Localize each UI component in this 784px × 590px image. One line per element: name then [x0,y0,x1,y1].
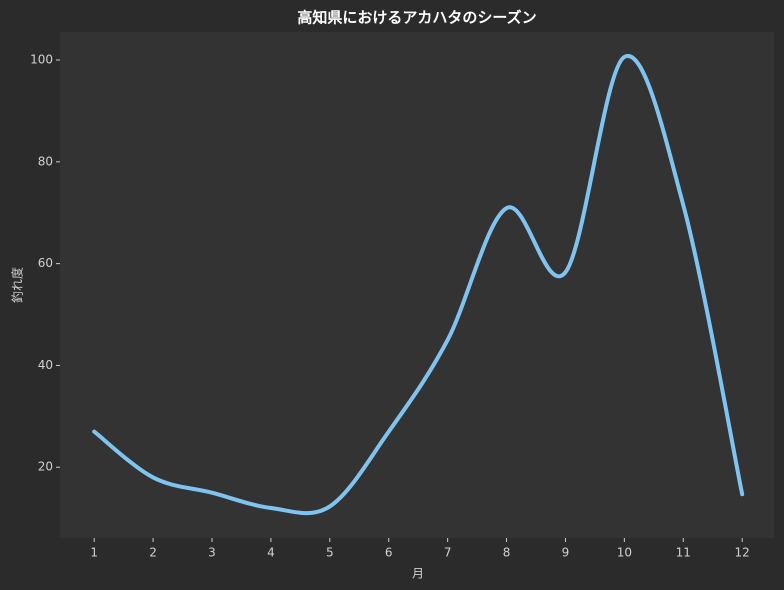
x-tick-label: 12 [735,546,750,560]
y-tick-label: 80 [38,154,53,168]
x-tick-label: 2 [149,546,157,560]
x-tick-label: 10 [617,546,632,560]
x-axis-label: 月 [412,567,424,581]
x-tick-label: 6 [385,546,393,560]
x-tick-label: 3 [208,546,216,560]
x-tick-label: 1 [90,546,98,560]
x-tick-label: 5 [326,546,334,560]
y-tick-label: 20 [38,460,53,474]
x-tick-label: 8 [503,546,511,560]
y-tick-label: 60 [38,256,53,270]
line [92,54,745,516]
x-tick-label: 11 [676,546,691,560]
plot-area [60,32,774,538]
x-tick-label: 7 [444,546,452,560]
x-tick-label: 4 [267,546,275,560]
x-tick-label: 9 [562,546,570,560]
y-axis-label: 釣れ度 [10,267,25,303]
chart-title: 高知県におけるアカハタのシーズン [297,9,536,27]
y-tick-label: 40 [38,358,53,372]
y-tick-label: 100 [30,52,53,66]
